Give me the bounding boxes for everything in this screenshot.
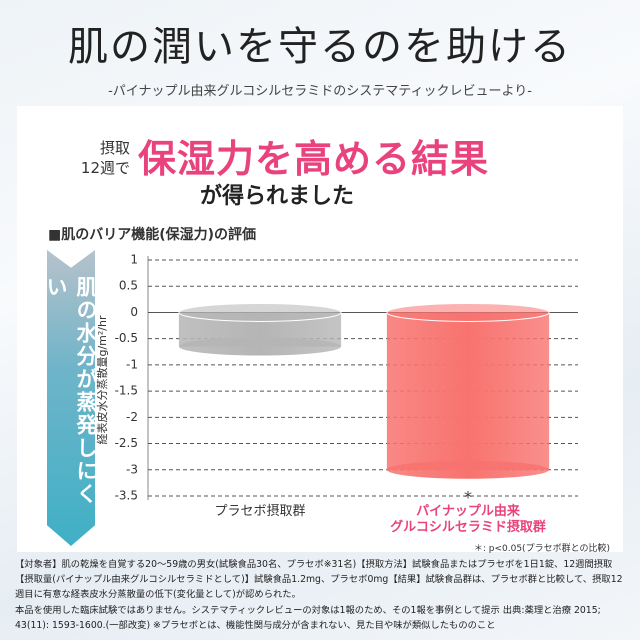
- x-tick-label: パイナップル由来 グルコシルセラミド摂取群: [390, 504, 546, 535]
- intake-period: 摂取 12週で: [80, 139, 130, 177]
- headline-sub: が得られました: [200, 184, 355, 209]
- headline: 保湿力を高める結果: [138, 137, 490, 181]
- banner: [47, 250, 95, 546]
- y-tick-label: -1.5: [115, 384, 138, 398]
- significance-note: ＊: p<0.05(プラセボ群との比較): [473, 544, 610, 554]
- y-tick-label: 1: [130, 253, 138, 267]
- y-tick-label: -1: [126, 357, 138, 371]
- y-tick-label: -0.5: [115, 331, 138, 345]
- y-tick-label: 0.5: [119, 279, 138, 293]
- y-tick-label: -3: [126, 462, 138, 476]
- footnote: 【対象者】肌の乾燥を自覚する20〜59歳の男女(試験食品30名、プラセボ※31名…: [15, 559, 623, 631]
- subtitle: -パイナップル由来グルコシルセラミドのシステマティックレビューより-: [108, 84, 532, 99]
- x-tick-label: プラセボ摂取群: [214, 504, 306, 519]
- bar-top: [178, 302, 342, 322]
- y-tick-label: -2.5: [115, 436, 138, 450]
- banner-text: 肌の水分が蒸発しにくい: [44, 276, 98, 506]
- section-title: ■肌のバリア機能(保湿力)の評価: [48, 227, 257, 243]
- title: 肌の潤いを守るのを助ける: [68, 24, 572, 70]
- bar: [386, 312, 550, 470]
- significance-mark: *: [464, 488, 472, 507]
- y-tick-label: -2: [126, 410, 138, 424]
- bar-top: [386, 302, 550, 322]
- y-tick-label: 0: [130, 305, 138, 319]
- y-tick-label: -3.5: [115, 489, 138, 503]
